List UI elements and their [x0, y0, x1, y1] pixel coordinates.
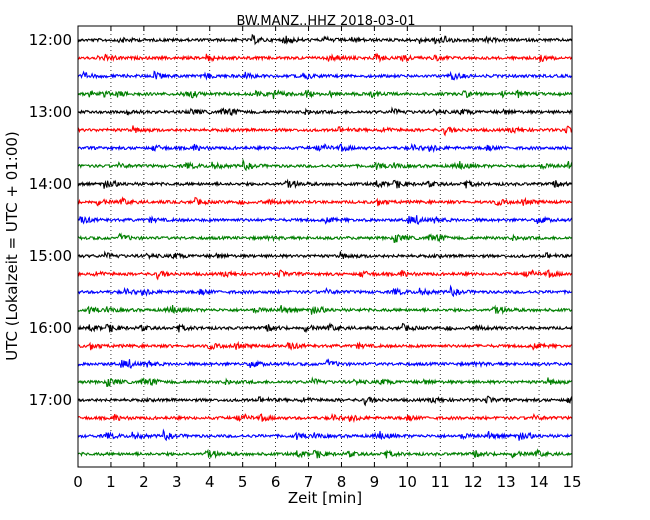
x-axis: 0 1 2 3 4 5 6 7 8 9 10 11 12 13 14 15	[73, 26, 582, 491]
seismic-trace	[77, 448, 573, 459]
seismic-trace	[77, 284, 572, 298]
x-tick-label: 6	[271, 473, 281, 491]
seismic-trace	[77, 215, 573, 225]
seismic-trace	[77, 428, 573, 442]
seismic-trace	[77, 52, 573, 63]
seismic-trace	[77, 232, 573, 244]
seismic-trace	[77, 269, 573, 281]
x-axis-label: Zeit [min]	[288, 489, 362, 507]
x-tick-label: 13	[497, 473, 516, 491]
y-tick-label: 16:00	[29, 319, 72, 337]
plot-frame	[77, 25, 573, 468]
x-tick-label: 4	[205, 473, 215, 491]
y-tick-label: 12:00	[29, 31, 72, 49]
seismic-trace	[77, 106, 573, 117]
y-tick-label: 17:00	[29, 391, 72, 409]
seismic-trace	[77, 412, 573, 424]
seismic-trace	[77, 250, 573, 261]
y-axis-label: UTC (Lokalzeit = UTC + 01:00)	[3, 131, 21, 361]
x-tick-label: 3	[172, 473, 182, 491]
seismic-trace	[77, 395, 573, 407]
x-tick-label: 1	[106, 473, 116, 491]
seismic-trace	[77, 376, 573, 388]
y-axis: 12:00 13:00 14:00 15:00 16:00 17:00	[29, 31, 572, 409]
seismic-trace	[77, 304, 573, 315]
seismic-trace	[77, 89, 573, 100]
x-tick-label: 11	[431, 473, 450, 491]
grid	[110, 26, 540, 467]
x-tick-label: 10	[398, 473, 417, 491]
y-tick-label: 13:00	[29, 103, 72, 121]
x-tick-label: 12	[464, 473, 483, 491]
seismic-trace	[77, 178, 573, 189]
x-tick-label: 15	[562, 473, 581, 491]
seismic-trace	[77, 33, 573, 46]
y-tick-label: 15:00	[29, 247, 72, 265]
x-tick-label: 7	[304, 473, 314, 491]
x-tick-label: 2	[139, 473, 149, 491]
seismic-trace	[77, 70, 573, 81]
seismic-trace	[77, 358, 573, 369]
x-tick-label: 14	[530, 473, 549, 491]
x-tick-label: 0	[73, 473, 83, 491]
seismic-trace	[77, 125, 573, 137]
x-tick-label: 5	[238, 473, 248, 491]
seismic-trace	[77, 322, 573, 334]
seismic-trace	[77, 196, 573, 207]
x-tick-label: 8	[337, 473, 347, 491]
seismic-trace	[77, 340, 573, 351]
traces	[77, 33, 573, 459]
x-tick-label: 9	[370, 473, 380, 491]
seismic-trace	[77, 158, 573, 172]
chart-title: BW.MANZ..HHZ 2018-03-01	[236, 14, 415, 29]
y-tick-label: 14:00	[29, 175, 72, 193]
seismic-trace	[77, 142, 573, 154]
